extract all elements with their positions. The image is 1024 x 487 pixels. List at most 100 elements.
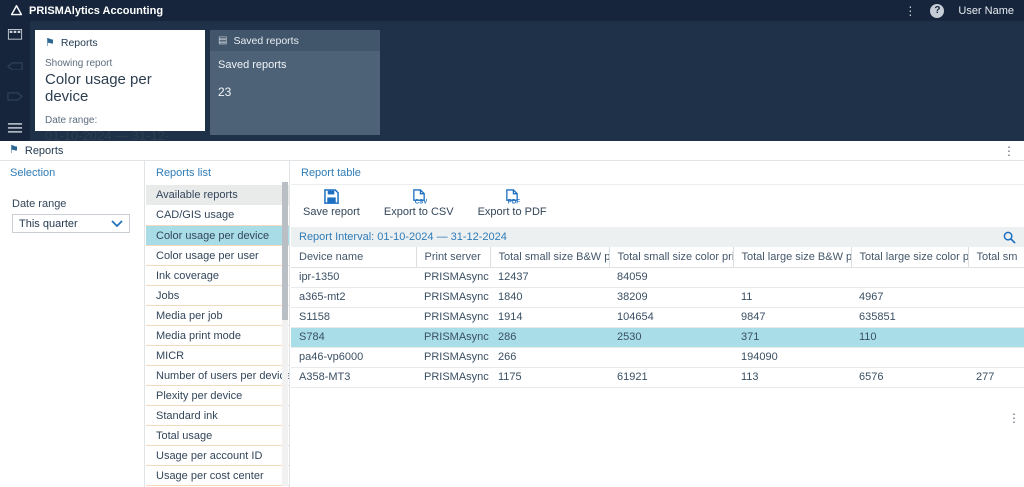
scrollbar-thumb[interactable] xyxy=(282,182,288,320)
table-cell: 84059 xyxy=(609,267,733,288)
table-cell: PRISMAsync xyxy=(416,287,490,308)
report-list-item[interactable]: Number of users per device xyxy=(146,365,289,385)
report-list-item[interactable]: Plexity per device xyxy=(146,385,289,405)
report-table-panel: Report table Save report CSV Export to C… xyxy=(291,161,1024,487)
hero-band: ⚑ Reports Showing report Color usage per… xyxy=(0,21,1024,158)
column-header[interactable]: Total small size B&W prints xyxy=(489,247,609,268)
table-columns-menu-icon[interactable]: ⋮ xyxy=(1008,411,1020,425)
reports-section-title: Reports xyxy=(24,144,64,157)
report-list-item[interactable]: Usage per device xyxy=(146,485,289,487)
table-row[interactable]: a365-mt2 PRISMAsync 1840 38209 11 4967 xyxy=(291,287,1024,308)
table-cell: 11 xyxy=(733,287,851,308)
column-header[interactable]: Total large size color prints xyxy=(850,247,968,268)
table-cell: S1158 xyxy=(291,307,416,328)
table-cell: pa46-vp6000 xyxy=(291,347,416,368)
table-cell xyxy=(968,307,1024,328)
saved-reports-card-header: ▤ Saved reports xyxy=(210,30,380,51)
selection-panel-title: Selection xyxy=(10,167,56,179)
report-list-item[interactable]: Media per job xyxy=(146,305,289,325)
flag-icon: ⚑ xyxy=(45,36,55,49)
report-list-item[interactable]: Usage per cost center xyxy=(146,465,289,485)
report-list-item[interactable]: Total usage xyxy=(146,425,289,445)
table-cell xyxy=(851,267,968,288)
column-header[interactable]: Device name xyxy=(291,247,416,268)
table-cell xyxy=(733,267,851,288)
tag-left-icon[interactable] xyxy=(6,61,24,71)
table-cell xyxy=(968,267,1024,288)
date-range-label: Date range: xyxy=(45,115,98,126)
export-pdf-button[interactable]: PDF Export to PDF xyxy=(474,189,551,218)
table-cell: 6576 xyxy=(851,367,968,388)
report-list-item[interactable]: Color usage per user xyxy=(146,245,289,265)
table-cell: 1914 xyxy=(490,307,609,328)
table-row[interactable]: ipr-1350 PRISMAsync 12437 84059 xyxy=(291,267,1024,288)
reports-list-title: Reports list xyxy=(156,167,212,179)
column-header[interactable]: Print server xyxy=(415,247,490,268)
reports-section-bar: ⚑ Reports ⋮ xyxy=(0,141,1024,161)
table-row[interactable]: pa46-vp6000 PRISMAsync 266 194090 xyxy=(291,347,1024,368)
date-range-select[interactable]: This quarter xyxy=(12,214,130,233)
report-table-title: Report table xyxy=(291,161,1024,185)
save-icon xyxy=(324,189,339,204)
help-icon[interactable]: ? xyxy=(930,3,945,18)
report-list-item[interactable]: Media print mode xyxy=(146,325,289,345)
table-cell: PRISMAsync xyxy=(416,307,490,328)
table-cell: A358-MT3 xyxy=(291,367,416,388)
save-report-label: Save report xyxy=(303,206,360,218)
saved-reports-count: 23 xyxy=(218,85,232,99)
report-list-item[interactable]: Color usage per device xyxy=(146,225,289,245)
table-cell xyxy=(609,347,733,368)
left-nav-rail xyxy=(0,21,30,141)
table-cell: 277 xyxy=(968,367,1024,388)
saved-reports-label: Saved reports xyxy=(218,59,287,71)
column-header[interactable]: Total small size color prints xyxy=(608,247,733,268)
reports-view-icon[interactable] xyxy=(7,29,23,40)
table-cell: 9847 xyxy=(733,307,851,328)
save-report-button[interactable]: Save report xyxy=(299,189,364,218)
column-header[interactable]: Total large size B&W prints xyxy=(732,247,851,268)
table-cell xyxy=(968,347,1024,368)
report-list-item[interactable]: Jobs xyxy=(146,285,289,305)
export-csv-label: Export to CSV xyxy=(383,206,454,218)
header-menu-icon[interactable]: ⋮ xyxy=(904,3,917,18)
prisma-logo-icon xyxy=(10,5,23,16)
table-cell: PRISMAsync xyxy=(416,347,490,368)
table-cell: 635851 xyxy=(851,307,968,328)
tag-right-icon[interactable] xyxy=(6,92,24,102)
reports-section-menu-icon[interactable]: ⋮ xyxy=(1003,143,1015,158)
saved-reports-card[interactable]: ▤ Saved reports Saved reports 23 xyxy=(210,30,380,135)
saved-reports-card-body: Saved reports 23 xyxy=(210,51,380,107)
table-cell: ipr-1350 xyxy=(291,267,416,288)
report-list-item[interactable]: Usage per account ID xyxy=(146,445,289,465)
table-cell: 61921 xyxy=(609,367,733,388)
table-row[interactable]: S784 PRISMAsync 286 2530 371 110 xyxy=(291,327,1024,348)
report-list-item[interactable]: CAD/GIS usage xyxy=(156,209,235,221)
table-cell: S784 xyxy=(291,327,416,348)
app-title: PRISMAlytics Accounting xyxy=(29,4,164,17)
table-cell: 12437 xyxy=(490,267,609,288)
list-icon: ▤ xyxy=(218,34,228,46)
table-row[interactable]: A358-MT3 PRISMAsync 1175 61921 113 6576 277 xyxy=(291,367,1024,388)
header-actions: ⋮ ? User Name xyxy=(904,3,1014,18)
date-range-selected-value: This quarter xyxy=(19,217,78,230)
export-csv-button[interactable]: CSV Export to CSV xyxy=(380,189,458,218)
table-cell: PRISMAsync xyxy=(416,327,490,348)
hamburger-menu-icon[interactable] xyxy=(7,123,23,134)
svg-text:PDF: PDF xyxy=(508,199,520,204)
table-row[interactable]: S1158 PRISMAsync 1914 104654 9847 635851 xyxy=(291,307,1024,328)
reports-summary-card[interactable]: ⚑ Reports Showing report Color usage per… xyxy=(35,30,205,158)
table-cell: 286 xyxy=(490,327,609,348)
reports-list-scrollbar[interactable] xyxy=(282,182,288,486)
table-cell: 194090 xyxy=(733,347,851,368)
user-menu[interactable]: User Name xyxy=(958,4,1014,17)
column-header[interactable]: Total sm xyxy=(967,247,1024,268)
table-cell: 266 xyxy=(490,347,609,368)
report-list-item[interactable]: MICR xyxy=(146,345,289,365)
report-list-item[interactable]: Ink coverage xyxy=(146,265,289,285)
table-header-row: Device name Print server Total small size … xyxy=(291,247,1024,268)
showing-report-label: Showing report xyxy=(45,58,113,69)
search-icon[interactable] xyxy=(1003,231,1016,244)
table-cell: 371 xyxy=(733,327,851,348)
saved-reports-card-title: Saved reports xyxy=(233,34,299,47)
report-list-item[interactable]: Standard ink xyxy=(146,405,289,425)
